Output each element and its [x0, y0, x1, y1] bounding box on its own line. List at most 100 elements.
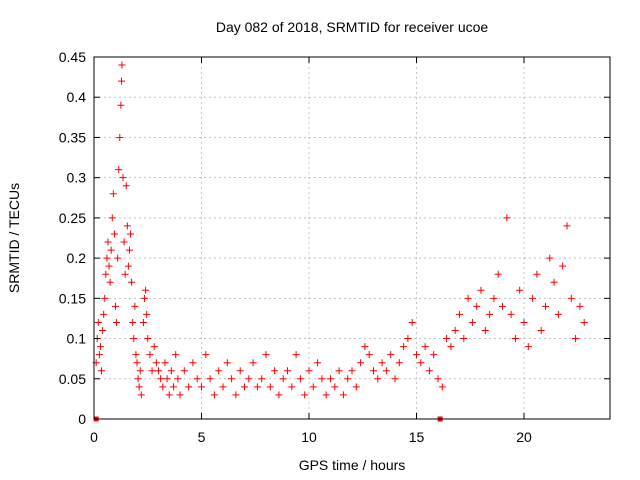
- data-point: [106, 278, 114, 286]
- data-point: [134, 375, 142, 383]
- data-point: [129, 318, 137, 326]
- data-point: [101, 294, 109, 302]
- data-point: [331, 383, 339, 391]
- data-point: [344, 375, 352, 383]
- y-tick-label: 0.3: [67, 170, 87, 186]
- data-point: [537, 327, 545, 335]
- data-point: [438, 383, 446, 391]
- data-point: [395, 359, 403, 367]
- data-point: [378, 359, 386, 367]
- chart-title: Day 082 of 2018, SRMTID for receiver uco…: [216, 19, 489, 35]
- data-point: [425, 367, 433, 375]
- data-point: [499, 302, 506, 310]
- data-point: [95, 351, 103, 359]
- data-point: [516, 286, 524, 294]
- data-points-layer: [92, 61, 588, 399]
- data-point: [189, 359, 197, 367]
- data-point: [165, 391, 173, 399]
- data-point: [490, 294, 498, 302]
- data-point: [301, 391, 309, 399]
- data-point: [167, 367, 175, 375]
- data-point: [567, 294, 575, 302]
- data-point: [125, 246, 133, 254]
- data-point: [443, 335, 451, 343]
- data-point: [103, 254, 111, 262]
- data-point: [112, 302, 119, 310]
- data-point: [391, 375, 399, 383]
- data-point: [365, 351, 373, 359]
- data-point: [99, 327, 107, 335]
- data-point: [202, 351, 210, 359]
- data-point: [96, 343, 104, 351]
- data-point: [193, 375, 201, 383]
- data-point: [554, 310, 562, 318]
- data-point: [296, 375, 304, 383]
- data-point: [94, 318, 102, 326]
- data-point: [460, 335, 468, 343]
- data-point: [236, 367, 244, 375]
- data-point: [309, 383, 317, 391]
- data-point: [352, 383, 360, 391]
- y-axis-title: SRMTID / TECUs: [6, 183, 22, 293]
- data-point: [98, 367, 106, 375]
- data-point: [137, 391, 145, 399]
- data-point: [400, 343, 408, 351]
- data-point: [434, 375, 442, 383]
- data-point: [136, 367, 144, 375]
- data-point: [170, 383, 178, 391]
- data-point: [572, 335, 580, 343]
- y-tick-label: 0.05: [59, 371, 86, 387]
- y-tick-label: 0.35: [59, 129, 86, 145]
- data-point: [180, 367, 188, 375]
- x-tick-label: 5: [198, 429, 206, 445]
- data-point: [473, 302, 481, 310]
- data-point: [143, 310, 151, 318]
- x-tick-label: 10: [301, 429, 317, 445]
- data-point: [135, 383, 143, 391]
- data-point: [546, 254, 554, 262]
- ticks-layer: 0 0.05 0.1 0.15 0.2 0.25 0.3 0.35 0.4 0.45 0 5 10 15 2…: [59, 49, 610, 445]
- data-point: [404, 335, 412, 343]
- data-point: [430, 351, 438, 359]
- data-point: [339, 391, 347, 399]
- data-point: [113, 318, 121, 326]
- data-point: [322, 391, 330, 399]
- data-point: [128, 278, 136, 286]
- data-point: [150, 343, 158, 351]
- data-point: [176, 391, 184, 399]
- data-point: [374, 375, 382, 383]
- data-point: [275, 391, 283, 399]
- data-point: [185, 383, 193, 391]
- data-point: [228, 375, 236, 383]
- x-tick-label: 0: [90, 429, 98, 445]
- data-point: [550, 278, 558, 286]
- data-point: [210, 391, 218, 399]
- data-point: [253, 383, 261, 391]
- data-point: [520, 318, 528, 326]
- data-point: [241, 383, 248, 391]
- data-point: [542, 302, 549, 310]
- data-point: [130, 335, 138, 343]
- data-point: [155, 367, 162, 375]
- data-point: [223, 359, 231, 367]
- data-point: [159, 383, 167, 391]
- data-point: [249, 359, 257, 367]
- data-point: [357, 359, 365, 367]
- data-point: [115, 166, 123, 174]
- data-point: [524, 343, 532, 351]
- data-point: [152, 359, 160, 367]
- data-point: [102, 270, 110, 278]
- data-point: [198, 383, 205, 391]
- data-point: [563, 222, 571, 230]
- data-point: [110, 230, 118, 238]
- plot-frame: [93, 56, 611, 420]
- data-point: [413, 351, 420, 359]
- data-point: [468, 318, 476, 326]
- data-point: [118, 77, 126, 85]
- data-point: [279, 375, 287, 383]
- data-point: [122, 182, 130, 190]
- data-point: [292, 351, 300, 359]
- x-tick-label: 20: [516, 429, 532, 445]
- data-point: [131, 302, 139, 310]
